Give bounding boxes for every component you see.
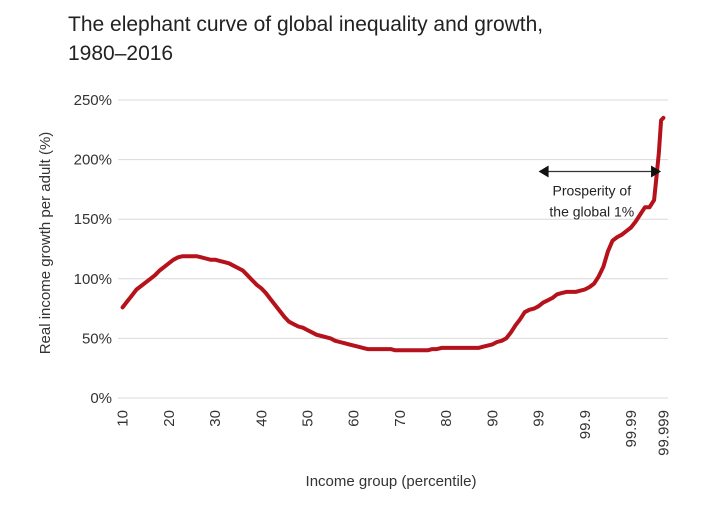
x-tick-label: 99.99 <box>623 410 640 448</box>
y-tick-label: 200% <box>74 152 112 169</box>
y-tick-label: 150% <box>74 211 112 228</box>
x-tick-label: 99.999 <box>655 410 672 456</box>
x-tick-label: 99.9 <box>577 410 594 439</box>
x-tick-label: 40 <box>253 410 270 427</box>
annotation-arrowhead-right <box>651 165 662 178</box>
y-axis-label: Real income growth per adult (%) <box>37 132 54 355</box>
y-tick-label: 0% <box>90 390 112 407</box>
x-tick-label: 80 <box>438 410 455 427</box>
annotation-text-line: the global 1% <box>549 204 634 220</box>
annotation-arrowhead-left <box>538 165 549 178</box>
x-tick-label: 20 <box>161 410 178 427</box>
y-tick-label: 50% <box>82 330 112 347</box>
x-tick-label: 60 <box>346 410 363 427</box>
y-tick-label: 100% <box>74 271 112 288</box>
chart-title-line-1: The elephant curve of global inequality … <box>68 13 544 36</box>
x-axis-label: Income group (percentile) <box>306 473 477 490</box>
y-tick-label: 250% <box>74 92 112 109</box>
x-tick-label: 10 <box>115 410 132 427</box>
series-line <box>120 115 666 353</box>
x-tick-label: 30 <box>207 410 224 427</box>
chart-title-line-2: 1980–2016 <box>68 42 174 65</box>
chart-title: The elephant curve of global inequality … <box>68 10 708 68</box>
x-tick-label: 70 <box>392 410 409 427</box>
x-tick-label: 99 <box>531 410 548 427</box>
x-tick-label: 90 <box>484 410 501 427</box>
x-tick-label: 50 <box>299 410 316 427</box>
annotation-text-line: Prosperity of <box>553 183 632 199</box>
